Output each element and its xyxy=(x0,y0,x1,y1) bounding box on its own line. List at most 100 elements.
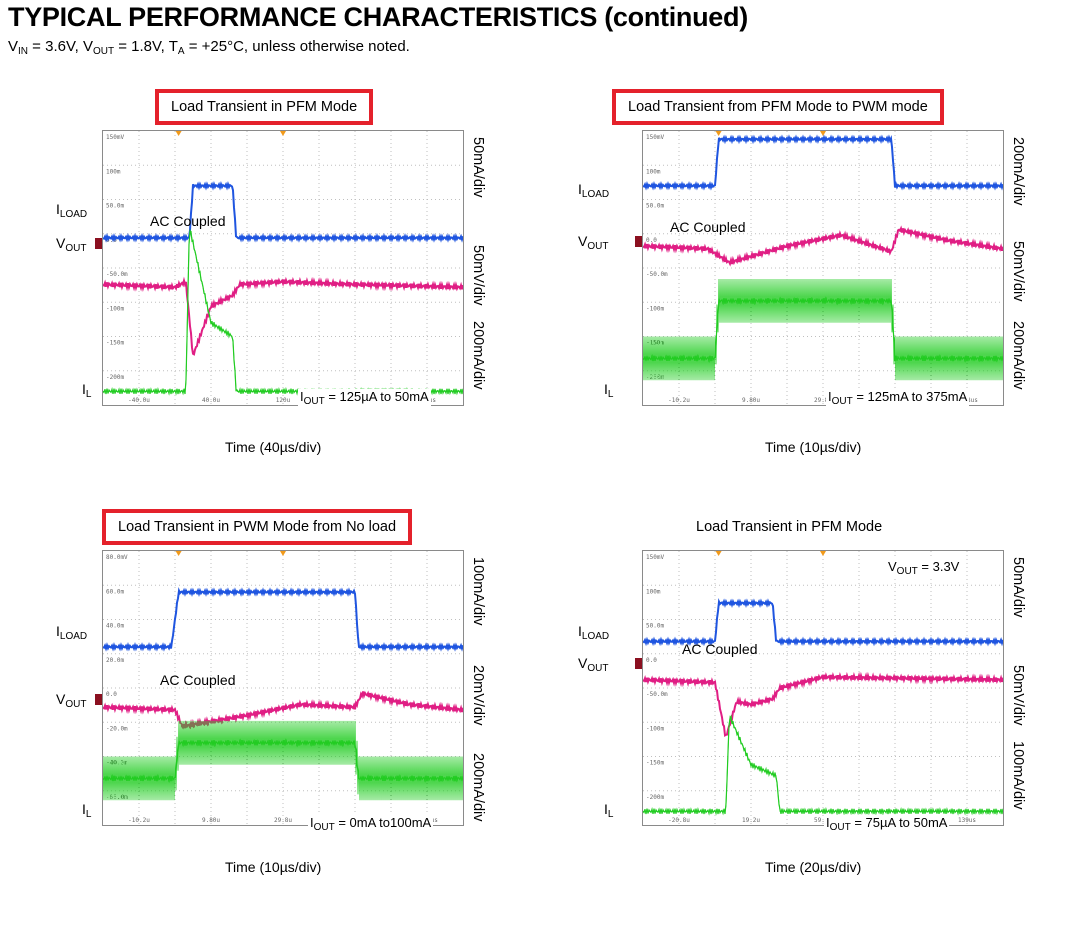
y-tick-label: -100m xyxy=(646,725,664,732)
y-tick-label: 50.0m xyxy=(646,623,664,630)
il-subscript: L xyxy=(607,389,614,400)
iout-symbol: I xyxy=(300,389,304,404)
y-tick-label: 40.0m xyxy=(106,623,124,630)
trigger-marker xyxy=(715,551,722,556)
x-tick-label: 40.0u xyxy=(202,397,220,404)
trigger-marker xyxy=(280,551,286,556)
il-subscript: L xyxy=(85,389,92,400)
trigger-marker xyxy=(715,131,722,136)
y-tick-label: 50.0m xyxy=(106,203,124,210)
iout-subscript: OUT xyxy=(829,822,851,833)
iout-annotation: IOUT = 125µA to 50mA xyxy=(298,389,431,407)
y-tick-label: 20.0m xyxy=(106,657,124,664)
il-label: IL xyxy=(604,801,613,820)
trace-iload xyxy=(643,597,1003,647)
vout-subscript: OUT xyxy=(65,243,87,254)
y-tick-label: -50.0m xyxy=(646,271,668,278)
trace-vout xyxy=(103,276,463,356)
ac-coupled-label: AC Coupled xyxy=(682,641,758,657)
trace-il xyxy=(103,738,463,783)
vertical-scale-label: 200mA/div xyxy=(1010,321,1026,390)
scope-traces: 150mV 100m 50.0m 0.0 -50.0m -100m -150m -200m -2… xyxy=(643,551,1003,825)
vout-subscript: OUT xyxy=(587,241,609,252)
vertical-scale-label: 100mA/div xyxy=(1010,741,1026,810)
chart-title: Load Transient in PWM Mode from No load xyxy=(102,509,413,545)
iout-symbol: I xyxy=(310,815,314,830)
vertical-scale-label: 200mA/div xyxy=(470,753,486,822)
vout-subscript: OUT xyxy=(587,663,609,674)
vout-setting-annotation: VOUT = 3.3V xyxy=(886,559,962,577)
iout-annotation: IOUT = 125mA to 375mA xyxy=(826,389,970,407)
iload-label: ILOAD xyxy=(56,623,87,642)
x-tick-label: 19.2u xyxy=(742,817,760,824)
il-label: IL xyxy=(82,381,91,400)
y-tick-label: -100m xyxy=(646,305,664,312)
iout-annotation: IOUT = 0mA to100mA xyxy=(308,815,434,833)
x-tick-label: 9.80u xyxy=(202,817,220,824)
time-axis-label: Time (20µs/div) xyxy=(765,859,862,875)
ac-coupled-label: AC Coupled xyxy=(160,672,236,688)
chart-title: Load Transient from PFM Mode to PWM mode xyxy=(612,89,944,125)
iout-symbol: I xyxy=(828,389,832,404)
oscilloscope-screen: 80.0mV 60.0m 40.0m 20.0m 0.0 -20.0m -40.0m -60.… xyxy=(102,550,464,826)
y-tick-label: 0.0 xyxy=(106,691,117,698)
oscilloscope-screen: 150mV 100m 50.0m 0.0 -50.0m -100m -150m -200m -2… xyxy=(642,550,1004,826)
trace-il xyxy=(643,714,1003,816)
channel-marker xyxy=(95,238,102,249)
il-subscript: L xyxy=(607,809,614,820)
iout-subscript: OUT xyxy=(303,396,325,407)
y-tick-label: 80.0mV xyxy=(106,554,128,561)
trace-iload xyxy=(643,134,1003,191)
scope-traces: 150mV100m50.0m0.0-50.0m-100m-150m-200m-1… xyxy=(643,131,1003,405)
y-tick-label: 100m xyxy=(646,168,661,175)
time-axis-label: Time (10µs/div) xyxy=(225,859,322,875)
y-tick-label: 100m xyxy=(646,588,661,595)
il-label: IL xyxy=(82,801,91,820)
trigger-marker xyxy=(175,131,182,136)
y-tick-label: 0.0 xyxy=(646,237,657,244)
ta-value: = +25°C, unless otherwise noted. xyxy=(184,38,410,55)
iload-symbol: I xyxy=(578,623,582,639)
vout-subscript: OUT xyxy=(65,699,87,710)
vout-symbol: V xyxy=(82,38,93,55)
test-conditions: VIN = 3.6V, VOUT = 1.8V, TA = +25°C, unl… xyxy=(8,38,410,57)
trace-vout xyxy=(643,225,1003,267)
vout-label: VOUT xyxy=(578,655,608,674)
trigger-marker xyxy=(280,131,286,136)
vout-setting-subscript: OUT xyxy=(896,566,918,577)
iout-value: = 125µA to 50mA xyxy=(324,389,429,404)
trace-vout xyxy=(643,671,1003,738)
x-tick-label: 29.8u xyxy=(814,397,832,404)
y-tick-label: -200m xyxy=(106,374,124,381)
y-tick-label: -150m xyxy=(646,760,664,767)
vertical-scale-label: 50mV/div xyxy=(1010,665,1026,726)
trace-iload xyxy=(103,180,463,243)
time-axis-label: Time (40µs/div) xyxy=(225,439,322,455)
iout-symbol: I xyxy=(826,815,830,830)
y-tick-label: 0.0 xyxy=(646,657,657,664)
chart-title: Load Transient in PFM Mode xyxy=(155,89,374,125)
x-tick-label: -10.2u xyxy=(128,817,150,824)
iload-subscript: LOAD xyxy=(581,631,610,642)
y-tick-label: 0.0 xyxy=(106,237,117,244)
channel-marker xyxy=(635,236,642,247)
il-symbol: I xyxy=(604,381,608,397)
il-symbol: I xyxy=(82,801,86,817)
y-tick-label: -150m xyxy=(106,340,124,347)
x-tick-label: 59.2u xyxy=(814,817,832,824)
x-tick-label: -10.2u xyxy=(668,397,690,404)
scope-panel-2: Load Transient from PFM Mode to PWM mode… xyxy=(540,85,1080,525)
y-tick-label: 150mV xyxy=(646,134,664,141)
vertical-scale-label: 20mV/div xyxy=(470,665,486,726)
iload-label: ILOAD xyxy=(578,181,609,200)
iout-subscript: OUT xyxy=(313,822,335,833)
vertical-scale-label: 50mA/div xyxy=(470,137,486,198)
ta-symbol: T xyxy=(168,38,178,55)
vertical-scale-label: 200mA/div xyxy=(1010,137,1026,206)
vout-label: VOUT xyxy=(578,233,608,252)
trace-il-switching xyxy=(103,720,463,801)
x-tick-label: 29.8u xyxy=(274,817,292,824)
vout-symbol: V xyxy=(56,691,66,707)
vout-value: = 1.8V, xyxy=(114,38,169,55)
iload-symbol: I xyxy=(56,623,60,639)
